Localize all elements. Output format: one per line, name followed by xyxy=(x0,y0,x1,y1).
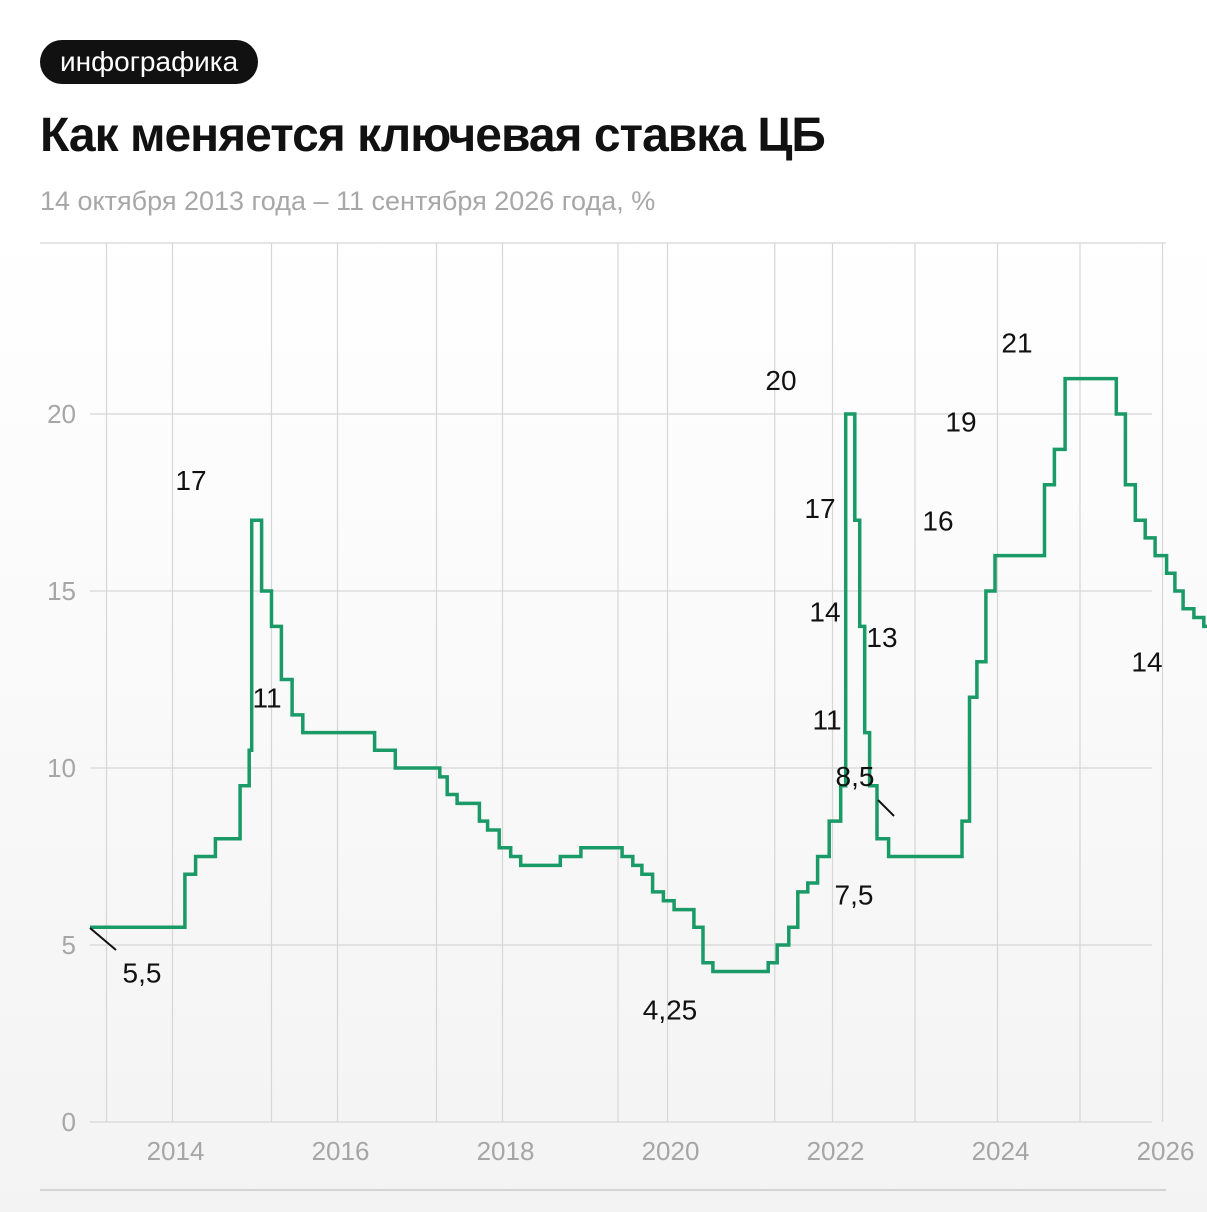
axis-labels: 0 5 10 15 20 2014 2016 2018 2020 2022 2024 2026 xyxy=(47,399,1194,1166)
annotation-label: 8,5 xyxy=(836,761,875,792)
annotation-leader xyxy=(877,799,895,817)
y-tick-label: 15 xyxy=(47,576,76,606)
annotation-label: 21 xyxy=(1001,328,1032,359)
annotation-label: 7,5 xyxy=(835,880,874,911)
annotation-label: 13 xyxy=(866,622,897,653)
x-tick-label: 2018 xyxy=(477,1136,535,1166)
y-tick-label: 10 xyxy=(47,753,76,783)
annotation-label: 11 xyxy=(812,705,841,736)
annotation-leader xyxy=(89,927,117,951)
category-tag: инфографика xyxy=(40,40,259,84)
x-tick-label: 2024 xyxy=(972,1136,1030,1166)
x-tick-label: 2020 xyxy=(642,1136,700,1166)
annotation-label: 20 xyxy=(765,365,796,396)
annotations: 5,5 17 11 4,25 20 17 14 11 8,5 7,5 13 16 19 21 14 xyxy=(89,328,1163,1026)
annotation-label: 17 xyxy=(804,493,835,524)
series xyxy=(90,376,1207,974)
chart-subtitle: 14 октября 2013 года – 11 сентября 2026 … xyxy=(40,186,656,216)
y-tick-label: 5 xyxy=(62,930,76,960)
annotation-label: 4,25 xyxy=(643,995,698,1026)
grid xyxy=(40,242,1166,1191)
x-tick-label: 2014 xyxy=(147,1136,205,1166)
annotation-label: 14 xyxy=(809,596,840,627)
annotation-label: 19 xyxy=(945,406,976,437)
annotation-label: 14 xyxy=(1131,646,1162,677)
x-tick-label: 2026 xyxy=(1137,1136,1195,1166)
annotation-label: 5,5 xyxy=(123,957,162,988)
page-title: Как меняется ключевая ставка ЦБ xyxy=(40,109,826,162)
annotation-label: 11 xyxy=(252,683,281,714)
annotation-label: 16 xyxy=(922,506,953,537)
rate-line xyxy=(90,376,1207,974)
y-tick-label: 20 xyxy=(47,399,76,429)
annotation-label: 17 xyxy=(175,465,206,496)
x-tick-label: 2022 xyxy=(807,1136,865,1166)
y-tick-label: 0 xyxy=(62,1107,76,1137)
x-tick-label: 2016 xyxy=(312,1136,370,1166)
